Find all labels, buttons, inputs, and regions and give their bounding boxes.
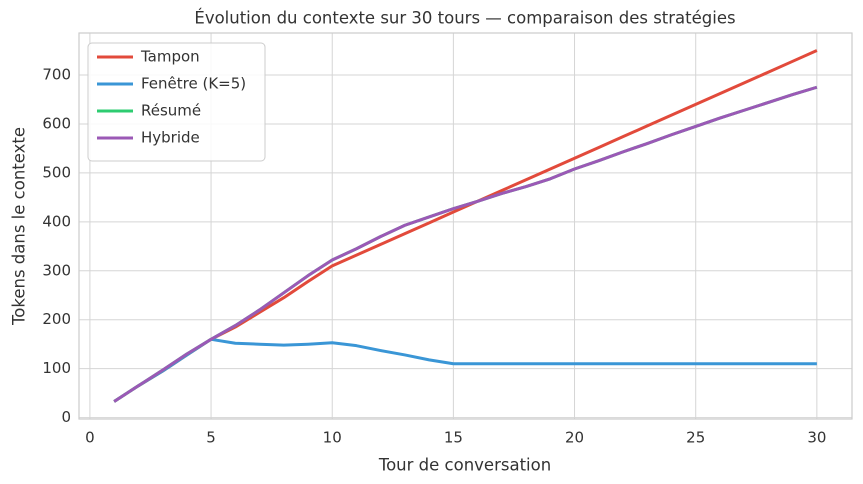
y-tick-label: 200 bbox=[42, 310, 71, 328]
legend-label: Résumé bbox=[141, 102, 201, 120]
x-tick-label: 10 bbox=[323, 429, 342, 447]
y-tick-label: 100 bbox=[42, 359, 71, 377]
x-tick-label: 15 bbox=[444, 429, 463, 447]
y-tick-label: 700 bbox=[42, 66, 71, 84]
x-tick-label: 30 bbox=[807, 429, 826, 447]
y-tick-label: 400 bbox=[42, 212, 71, 230]
series-line bbox=[113, 85, 818, 403]
series-line bbox=[113, 337, 817, 403]
legend-label: Hybride bbox=[141, 129, 200, 147]
plot-frame bbox=[78, 32, 853, 420]
x-axis-label: Tour de conversation bbox=[378, 456, 551, 475]
legend-label: Tampon bbox=[140, 48, 200, 66]
y-axis-label: Tokens dans le contexte bbox=[10, 127, 29, 326]
x-tick-label: 0 bbox=[85, 429, 95, 447]
x-tick-label: 25 bbox=[686, 429, 705, 447]
x-tick-label: 20 bbox=[565, 429, 584, 447]
legend-box bbox=[87, 42, 266, 162]
y-tick-label: 600 bbox=[42, 114, 71, 132]
y-tick-label: 500 bbox=[42, 163, 71, 181]
x-tick-label: 5 bbox=[206, 429, 216, 447]
legend-label: Fenêtre (K=5) bbox=[141, 75, 246, 93]
y-tick-label: 0 bbox=[61, 408, 71, 426]
y-tick-label: 300 bbox=[42, 261, 71, 279]
chart-title: Évolution du contexte sur 30 tours — com… bbox=[194, 9, 735, 28]
